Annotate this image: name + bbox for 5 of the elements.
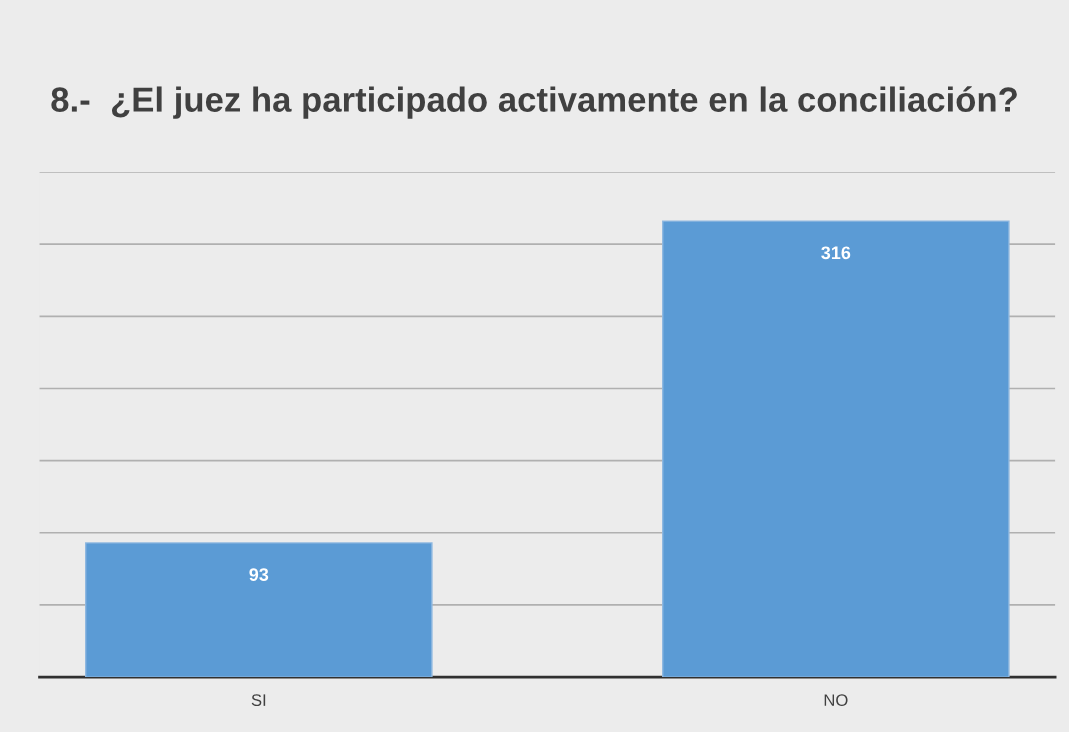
x-tick-label: SI: [251, 694, 266, 707]
data-label: 316: [821, 246, 851, 260]
data-label: 93: [249, 568, 269, 582]
x-tick-label: NO: [824, 694, 848, 707]
chart-title: 8.- ¿El juez ha participado activamente en la conciliación?: [51, 86, 1017, 119]
